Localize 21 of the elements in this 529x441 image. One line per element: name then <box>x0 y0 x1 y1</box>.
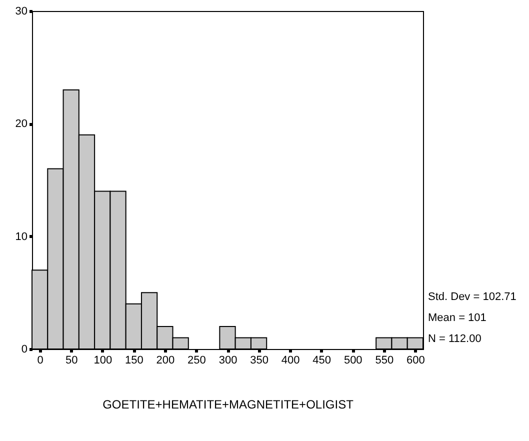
x-tick-label: 400 <box>281 354 300 366</box>
y-tick-label: 20 <box>15 118 28 130</box>
x-tick-label: 500 <box>344 354 362 366</box>
x-tick-label: 350 <box>250 354 268 366</box>
x-tick-label: 100 <box>94 354 112 366</box>
x-tick-label: 450 <box>312 354 332 366</box>
x-axis-title: GOETITE+HEMATITE+MAGNETITE+OLIGIST <box>102 398 354 412</box>
x-tick-label: 600 <box>406 354 425 366</box>
y-tick-label: 0 <box>21 344 28 356</box>
x-tick-label: 550 <box>375 354 394 366</box>
x-tick-label: 200 <box>156 354 175 366</box>
text: Std. Dev = 102.71 <box>428 291 516 303</box>
text: Mean = 101 <box>428 312 486 324</box>
x-tick-label: 250 <box>188 354 206 366</box>
x-tick-label: 300 <box>218 354 238 366</box>
y-tick-label: 30 <box>15 6 28 18</box>
x-tick-label: 150 <box>124 354 144 366</box>
text: N = 112.00 <box>428 333 482 345</box>
x-tick-label: 50 <box>65 354 78 366</box>
x-tick-label: 0 <box>37 354 44 366</box>
y-tick-label: 10 <box>15 230 28 243</box>
